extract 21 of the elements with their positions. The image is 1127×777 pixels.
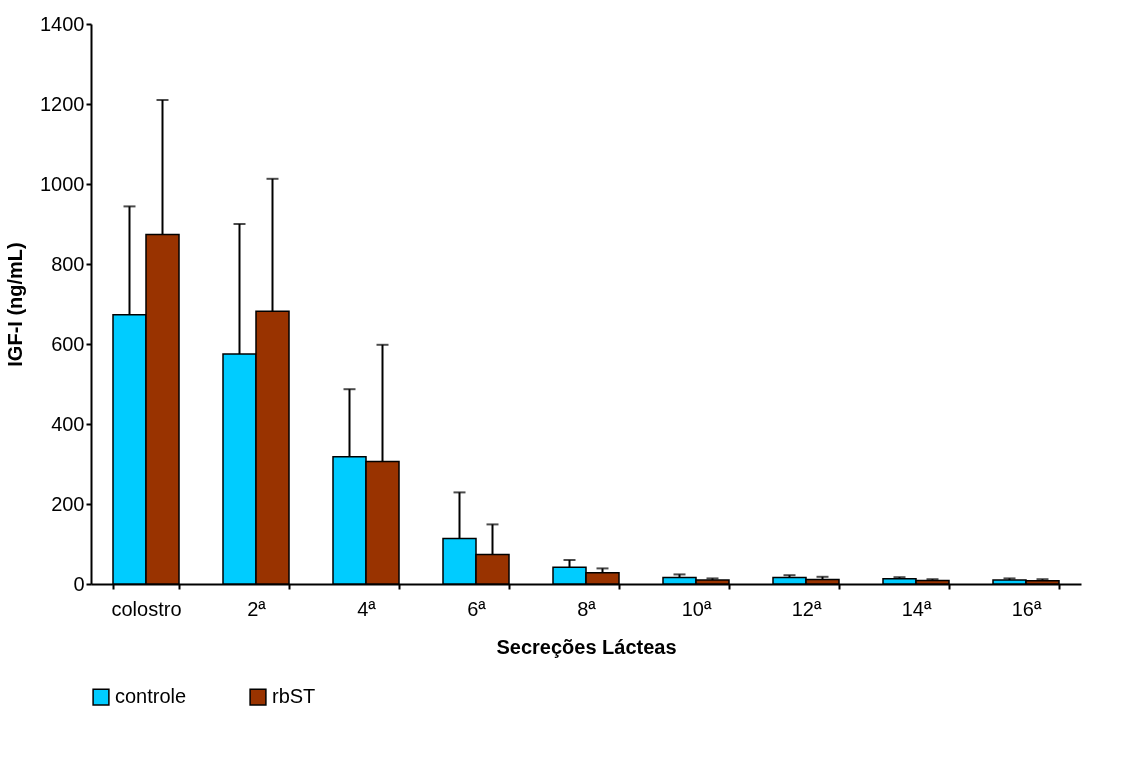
x-tick-label: 2ª [247, 597, 267, 620]
y-axis-title: IGF-I (ng/mL) [4, 242, 27, 367]
x-tick-label: colostro [111, 597, 182, 620]
y-tick-label: 600 [51, 332, 85, 355]
x-tick-label: 12ª [791, 597, 822, 620]
x-tick-label: 6ª [467, 597, 487, 620]
y-tick-label: 800 [51, 252, 85, 275]
legend-label: controle [115, 685, 187, 708]
x-tick-label: 4ª [357, 597, 377, 620]
y-tick-label: 1200 [40, 92, 85, 115]
x-tick-label: 10ª [681, 597, 712, 620]
y-tick-label: 200 [51, 492, 85, 515]
y-tick-label: 1000 [40, 172, 85, 195]
y-tick-label: 400 [51, 412, 85, 435]
x-tick-label: 14ª [901, 597, 932, 620]
y-tick-label: 1400 [40, 12, 85, 35]
x-tick-label: 8ª [577, 597, 597, 620]
legend-label: rbST [272, 685, 316, 708]
x-axis-title: Secreções Lácteas [496, 635, 677, 658]
x-tick-label: 16ª [1011, 597, 1042, 620]
y-tick-label: 0 [73, 572, 85, 595]
